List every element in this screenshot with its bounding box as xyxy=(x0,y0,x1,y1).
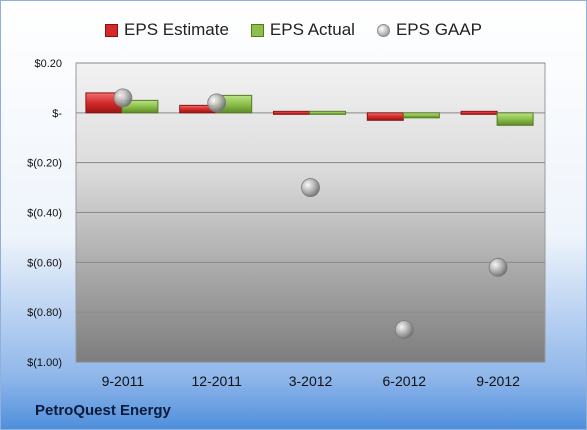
legend-swatch-eps-estimate xyxy=(105,23,119,37)
bar-eps-actual xyxy=(496,112,534,126)
x-tick-label: 9-2011 xyxy=(102,373,145,389)
x-axis: 9-2011 12-2011 3-2012 6-2012 9-2012 xyxy=(102,373,520,389)
y-tick-label: $0.20 xyxy=(34,58,62,70)
legend-label-eps-actual: EPS Actual xyxy=(269,20,355,39)
bar-eps-actual xyxy=(309,110,346,115)
marker-eps-gaap xyxy=(301,178,320,197)
bar-eps-estimate xyxy=(460,110,498,115)
legend-swatch-eps-actual xyxy=(250,23,264,37)
y-tick-label: $- xyxy=(52,108,62,120)
x-tick-label: 12-2011 xyxy=(192,373,243,389)
marker-eps-gaap xyxy=(488,257,508,277)
legend-item-eps-actual: EPS Actual xyxy=(250,20,355,40)
y-tick-label: $(0.80) xyxy=(27,307,62,319)
company-name: PetroQuest Energy xyxy=(35,402,171,419)
legend: EPS Estimate EPS Actual EPS GAAP xyxy=(1,17,586,43)
legend-label-eps-gaap: EPS GAAP xyxy=(395,20,482,39)
x-tick-label: 3-2012 xyxy=(289,373,333,389)
legend-label-eps-estimate: EPS Estimate xyxy=(124,20,229,39)
marker-eps-gaap xyxy=(113,88,133,108)
legend-swatch-eps-gaap xyxy=(376,23,390,37)
marker-eps-gaap xyxy=(207,93,227,113)
bar-eps-estimate xyxy=(273,110,310,115)
y-tick-label: $(0.60) xyxy=(27,257,62,269)
y-tick-label: $(0.20) xyxy=(27,158,62,170)
x-tick-label: 9-2012 xyxy=(476,373,520,389)
bar-eps-estimate xyxy=(366,112,404,121)
y-tick-label: $(0.40) xyxy=(27,208,62,220)
gaap-markers xyxy=(113,88,508,340)
legend-item-eps-estimate: EPS Estimate xyxy=(105,20,229,40)
legend-item-eps-gaap: EPS GAAP xyxy=(376,20,482,40)
bars xyxy=(85,92,534,126)
marker-eps-gaap xyxy=(394,320,414,340)
x-tick-label: 6-2012 xyxy=(383,373,427,389)
y-axis: $0.20 $- $(0.20) $(0.40) $(0.60) $(0.80) $(1.0… xyxy=(27,58,62,369)
bar-eps-actual xyxy=(402,112,440,119)
y-tick-label: $(1.00) xyxy=(27,357,62,369)
